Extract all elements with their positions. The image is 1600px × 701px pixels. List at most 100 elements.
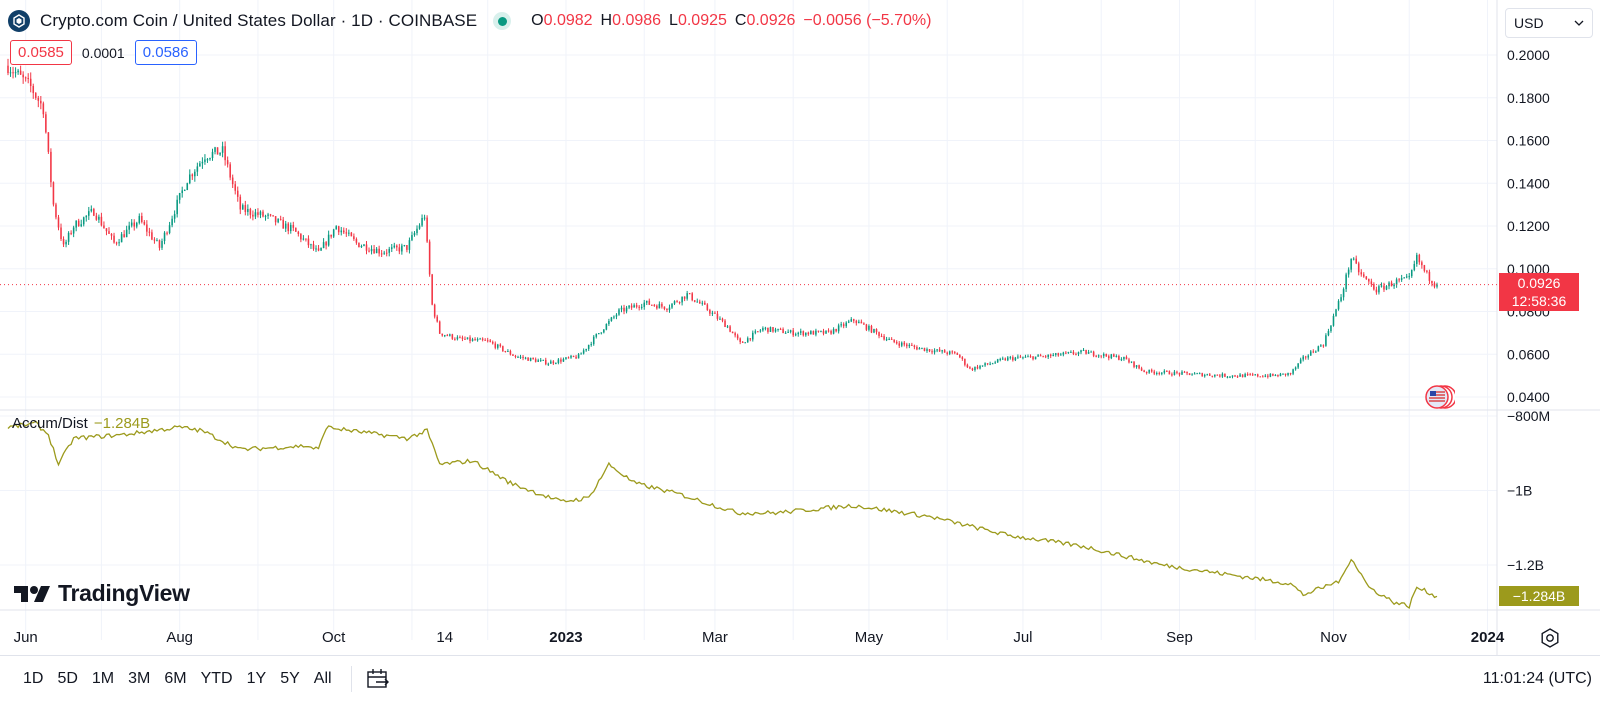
candle-body bbox=[42, 103, 45, 115]
candle-body bbox=[1307, 355, 1310, 358]
candle-body bbox=[396, 245, 398, 248]
date-range-icon[interactable] bbox=[366, 666, 394, 692]
candle-body bbox=[365, 244, 368, 251]
candle-body bbox=[1256, 374, 1259, 377]
candle-body bbox=[1128, 359, 1130, 363]
candle-body bbox=[794, 334, 797, 336]
range-button-1y[interactable]: 1Y bbox=[246, 669, 267, 687]
candle-body bbox=[1272, 373, 1274, 376]
candle-body bbox=[1385, 286, 1388, 290]
candle-body bbox=[14, 72, 17, 74]
candle-body bbox=[986, 363, 989, 365]
indicator-legend[interactable]: Accum/Dist −1.284B bbox=[12, 415, 150, 432]
candle-body bbox=[398, 247, 401, 252]
candle-body bbox=[62, 238, 65, 245]
candle-body bbox=[865, 324, 868, 330]
candle-body bbox=[340, 230, 343, 233]
candle-body bbox=[411, 235, 413, 241]
candle-body bbox=[883, 336, 885, 340]
candle-body bbox=[345, 232, 348, 234]
candle-body bbox=[1130, 361, 1133, 363]
candle-body bbox=[1135, 365, 1138, 367]
range-button-ytd[interactable]: YTD bbox=[200, 669, 233, 687]
indicator-tick-label: −1.2B bbox=[1507, 557, 1544, 573]
range-button-1d[interactable]: 1D bbox=[23, 669, 44, 687]
candle-body bbox=[499, 344, 502, 347]
candle-body bbox=[946, 352, 948, 354]
range-button-3m[interactable]: 3M bbox=[128, 669, 151, 687]
candle-body bbox=[413, 233, 416, 236]
candle-body bbox=[1153, 371, 1156, 374]
candle-body bbox=[598, 333, 600, 335]
candle-body bbox=[1173, 371, 1176, 375]
candle-body bbox=[1383, 285, 1385, 290]
candle-body bbox=[1037, 355, 1039, 357]
candle-body bbox=[1269, 373, 1272, 377]
sell-price-button[interactable]: 0.0585 bbox=[10, 40, 72, 65]
candle-body bbox=[416, 228, 418, 234]
last-price-value: 0.0926 bbox=[1517, 274, 1561, 291]
candle-body bbox=[1201, 373, 1203, 377]
candle-body bbox=[45, 114, 47, 133]
candle-body bbox=[1373, 284, 1375, 290]
candle-body bbox=[1347, 269, 1350, 275]
candle-body bbox=[1236, 376, 1239, 378]
candle-body bbox=[893, 339, 895, 342]
candle-body bbox=[70, 232, 72, 234]
candle-body bbox=[284, 223, 287, 229]
candle-body bbox=[678, 302, 681, 304]
market-open-icon bbox=[493, 12, 512, 30]
candle-body bbox=[1027, 356, 1029, 358]
candle-body bbox=[542, 359, 545, 361]
candle-body bbox=[903, 342, 906, 345]
ohlc-high: H0.0986 bbox=[600, 12, 662, 29]
range-button-5d[interactable]: 5D bbox=[57, 669, 78, 687]
candle-body bbox=[532, 357, 534, 360]
candle-body bbox=[1105, 354, 1108, 357]
candle-body bbox=[1186, 371, 1188, 374]
candle-body bbox=[1398, 279, 1400, 281]
candle-body bbox=[847, 321, 850, 323]
last-price-tag: 0.0926 12:58:36 bbox=[1499, 272, 1579, 311]
candle-body bbox=[779, 328, 782, 330]
candle-body bbox=[1355, 258, 1357, 264]
us-flag-events-icon[interactable] bbox=[1425, 384, 1457, 410]
range-button-all[interactable]: All bbox=[313, 669, 332, 687]
candle-body bbox=[469, 337, 471, 342]
candle-body bbox=[539, 359, 542, 361]
candle-body bbox=[1206, 374, 1209, 376]
buy-price-button[interactable]: 0.0586 bbox=[134, 40, 197, 65]
settings-gear-icon[interactable] bbox=[1538, 626, 1562, 650]
candle-body bbox=[1138, 365, 1140, 369]
range-button-5y[interactable]: 5Y bbox=[280, 669, 300, 687]
tradingview-logo[interactable]: TradingView bbox=[14, 580, 190, 607]
candle-body bbox=[888, 338, 890, 340]
candle-body bbox=[1060, 354, 1062, 356]
x-tick-label: Sep bbox=[1166, 629, 1193, 646]
candle-body bbox=[835, 329, 837, 332]
candle-body bbox=[956, 353, 959, 355]
candle-body bbox=[358, 242, 360, 248]
chevron-down-icon bbox=[1574, 20, 1584, 26]
symbol-title[interactable]: Crypto.com Coin / United States Dollar ·… bbox=[40, 11, 478, 30]
candle-body bbox=[752, 332, 754, 340]
utc-clock[interactable]: 11:01:24 (UTC) bbox=[1482, 670, 1592, 687]
candle-body bbox=[82, 217, 85, 225]
candle-body bbox=[906, 344, 908, 347]
range-button-1m[interactable]: 1M bbox=[91, 669, 115, 687]
candle-body bbox=[512, 354, 514, 356]
candle-body bbox=[1108, 356, 1110, 359]
candle-body bbox=[428, 241, 431, 275]
candle-body bbox=[951, 351, 954, 353]
candle-body bbox=[37, 97, 40, 101]
candle-body bbox=[832, 329, 835, 334]
candle-body bbox=[1208, 374, 1211, 376]
range-button-6m[interactable]: 6M bbox=[164, 669, 187, 687]
candle-body bbox=[211, 151, 214, 159]
candle-body bbox=[171, 218, 173, 226]
y-tick-label: 0.1400 bbox=[1507, 175, 1550, 191]
currency-select[interactable]: USD bbox=[1505, 8, 1593, 38]
candle-body bbox=[105, 228, 108, 232]
candle-body bbox=[1095, 355, 1097, 357]
